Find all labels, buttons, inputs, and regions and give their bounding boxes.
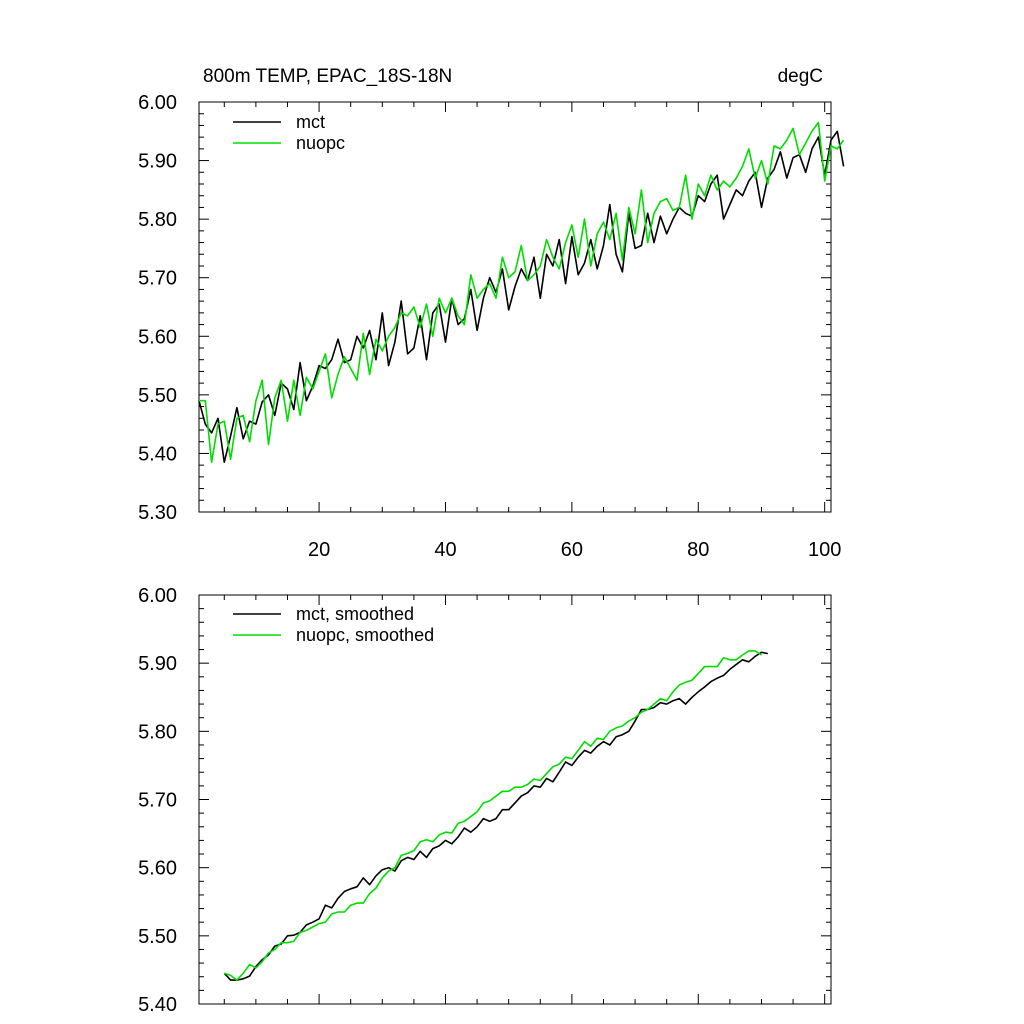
y-tick-label: 5.50 — [138, 926, 177, 948]
y-tick-label: 5.30 — [138, 502, 177, 524]
y-tick-label: 5.50 — [138, 385, 177, 407]
x-tick-label: 100 — [808, 539, 841, 561]
y-tick-label: 5.80 — [138, 209, 177, 231]
y-tick-label: 5.90 — [138, 151, 177, 173]
x-tick-label: 40 — [434, 539, 456, 561]
series-line-nuopc-smoothed — [224, 650, 762, 981]
legend-label: mct — [296, 112, 325, 132]
panel-top-800m-temp: 800m TEMP, EPAC_18S-18N degC 5.30 5.40 5.5… — [138, 66, 845, 561]
y-tick-label: 5.40 — [138, 994, 177, 1016]
series-line-mct — [198, 130, 845, 464]
y-tick-label: 5.60 — [138, 326, 177, 348]
plot-frame — [198, 594, 832, 1005]
x-tick-label: 80 — [687, 539, 709, 561]
series-line-nuopc — [199, 121, 845, 464]
y-tick-label: 6.00 — [138, 585, 177, 607]
y-tick-label: 5.70 — [138, 790, 177, 812]
legend-label: mct, smoothed — [296, 604, 414, 624]
legend-label: nuopc — [296, 133, 345, 153]
legend-label: nuopc, smoothed — [296, 625, 434, 645]
y-tick-label: 5.90 — [138, 653, 177, 675]
chart-title: 800m TEMP, EPAC_18S-18N — [203, 66, 452, 87]
y-tick-label: 5.60 — [138, 858, 177, 880]
y-tick-label: 6.00 — [138, 92, 177, 114]
units-label: degC — [778, 66, 823, 87]
y-tick-label: 5.70 — [138, 268, 177, 290]
panel-bottom-smoothed: 5.40 5.50 5.60 5.70 5.80 5.90 6.00 mct, smoothe… — [138, 585, 832, 1016]
x-tick-label: 60 — [561, 539, 583, 561]
plot-frame — [198, 101, 832, 513]
x-tick-label: 20 — [308, 539, 330, 561]
y-tick-label: 5.40 — [138, 443, 177, 465]
y-tick-label: 5.80 — [138, 721, 177, 743]
series-line-mct-smoothed — [223, 651, 768, 981]
